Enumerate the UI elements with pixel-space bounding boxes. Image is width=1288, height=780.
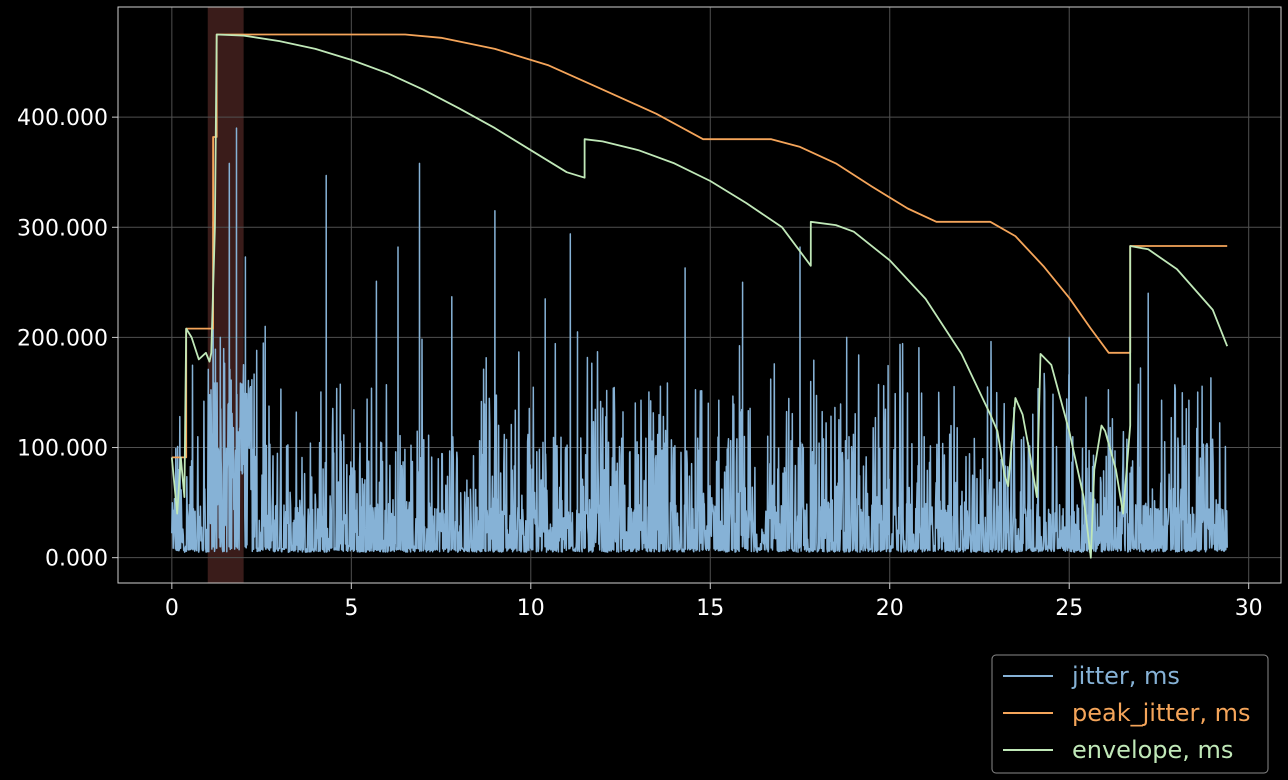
y-tick-label: 0.000 (45, 547, 108, 572)
series-layer (170, 33, 1229, 559)
x-tick-label: 5 (344, 596, 358, 621)
y-tick-label: 300.000 (17, 216, 108, 241)
x-tick-label: 0 (165, 596, 179, 621)
x-tick-label: 20 (876, 596, 904, 621)
x-tick-label: 30 (1235, 596, 1263, 621)
axes-frame (117, 6, 1282, 584)
series-jitter-line (171, 127, 1228, 553)
y-tick-label: 100.000 (17, 437, 108, 462)
legend-label-jitter: jitter, ms (1071, 662, 1180, 690)
y-tick-label: 200.000 (17, 326, 108, 351)
grid-layer (118, 7, 1281, 583)
x-tick-label: 15 (696, 596, 724, 621)
tick-layer: 0 5 10 15 20 25 300.000100.000200.000300.00040… (17, 106, 1263, 621)
x-tick-label: 10 (517, 596, 545, 621)
y-tick-label: 400.000 (17, 106, 108, 131)
series-envelope-line (170, 33, 1229, 559)
legend-frame (991, 654, 1269, 774)
x-tick-label: 25 (1055, 596, 1083, 621)
legend-label-peak-jitter: peak_jitter, ms (1072, 699, 1251, 727)
legend: jitter, ms peak_jitter, ms envelope, ms (991, 654, 1269, 774)
legend-label-envelope: envelope, ms (1072, 736, 1233, 764)
